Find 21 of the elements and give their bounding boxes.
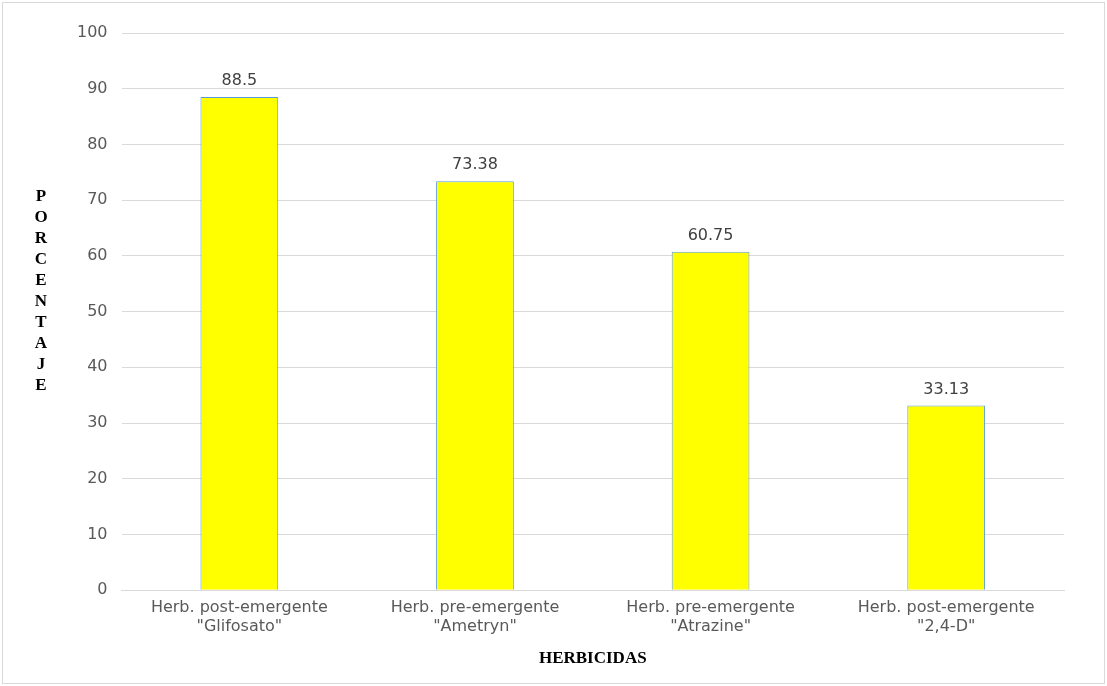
- y-tick-label: 10: [87, 523, 108, 543]
- data-label: 33.13: [923, 378, 970, 398]
- data-label: 73.38: [452, 154, 498, 174]
- y-tick-label: 100: [76, 22, 108, 42]
- x-tick-label: Herb. pre-emergente "Atrazine": [626, 596, 795, 636]
- y-tick-label: 30: [87, 412, 108, 432]
- x-tick-label: Herb. post-emergente "2,4-D": [857, 596, 1035, 636]
- x-tick-label: Herb. post-emergente "Glifosato": [150, 596, 328, 636]
- y-tick-label: 0: [97, 579, 108, 599]
- data-label: 88.5: [221, 70, 258, 90]
- y-tick-label: 60: [87, 245, 108, 265]
- y-tick-label: 90: [87, 77, 108, 97]
- x-tick-label: Herb. pre-emergente "Ametryn": [390, 596, 560, 636]
- y-tick-label: 80: [87, 133, 108, 153]
- y-tick-label: 20: [87, 467, 108, 487]
- x-axis-title: HERBICIDAS: [538, 648, 647, 668]
- y-tick-label: 70: [87, 189, 108, 209]
- y-tick-label: 40: [87, 356, 108, 376]
- text: PORCENTAJE: [34, 186, 48, 395]
- y-tick-label: 50: [87, 300, 108, 320]
- data-label: 60.75: [687, 224, 734, 244]
